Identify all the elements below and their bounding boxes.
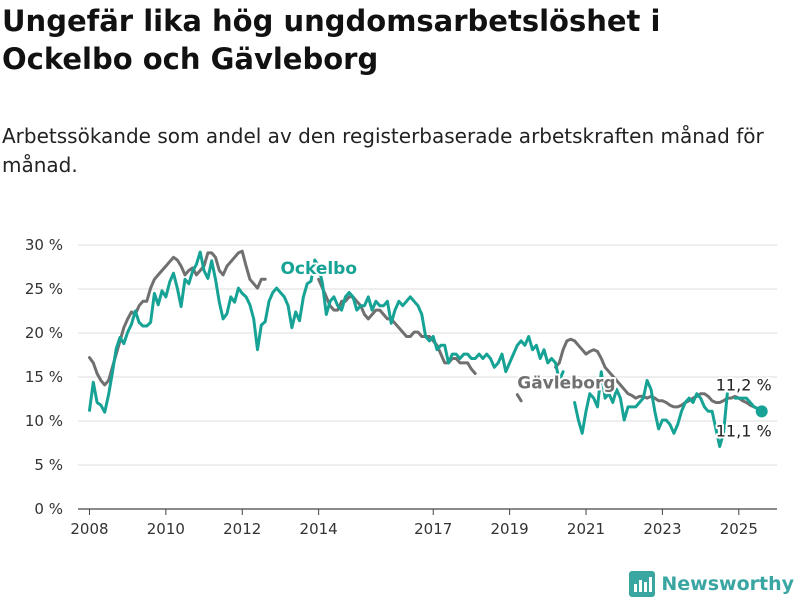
series-labels: Ockelbo Gävleborg 11,2 % 11,1 %: [278, 257, 773, 442]
end-value-label: 11,1 %: [716, 421, 772, 440]
y-tick-label: 5 %: [34, 456, 63, 474]
y-tick-label: 15 %: [25, 368, 63, 386]
series-line-gavleborg: [515, 393, 523, 403]
brand-logo: Newsworthy: [629, 569, 794, 599]
brand-name: Newsworthy: [661, 573, 794, 595]
y-axis-ticks: 0 % 5 % 10 % 15 % 20 % 25 % 30 %: [25, 236, 63, 518]
x-axis-ticks: 2008 2010 2012 2014 2017 2019 2021 2023 2025: [70, 509, 758, 538]
y-tick-label: 25 %: [25, 280, 63, 298]
y-tick-label: 10 %: [25, 412, 63, 430]
end-value-label: 11,2 %: [716, 375, 772, 394]
series-line-ockelbo: [573, 370, 729, 448]
x-tick-label: 2021: [567, 520, 605, 538]
y-tick-label: 30 %: [25, 236, 63, 254]
series-label: Gävleborg: [517, 373, 615, 393]
line-chart: 0 %5 %10 %15 %20 %25 %30 % 2008 2010 2012 2…: [25, 236, 777, 538]
series-line-gavleborg: [317, 277, 477, 375]
y-tick-label: 20 %: [25, 324, 63, 342]
y-tick-label: 0 %: [34, 500, 63, 518]
series-label: Ockelbo: [280, 259, 357, 279]
series-line-ockelbo: [88, 250, 565, 414]
chart-subtitle: Arbetssökande som andel av den registerb…: [2, 124, 764, 177]
x-tick-label: 2010: [147, 520, 185, 538]
end-point-marker: [755, 405, 768, 418]
x-tick-label: 2008: [70, 520, 108, 538]
x-tick-label: 2012: [223, 520, 261, 538]
newsworthy-logo-icon: [629, 571, 656, 597]
x-tick-label: 2014: [300, 520, 338, 538]
x-tick-label: 2019: [491, 520, 529, 538]
x-tick-label: 2017: [414, 520, 452, 538]
chart-title: Ungefär lika hög ungdomsarbetslöshet i O…: [2, 4, 661, 76]
x-tick-label: 2023: [643, 520, 681, 538]
series-line-gavleborg: [88, 249, 267, 387]
series-lines: [88, 249, 768, 448]
x-tick-label: 2025: [720, 520, 758, 538]
